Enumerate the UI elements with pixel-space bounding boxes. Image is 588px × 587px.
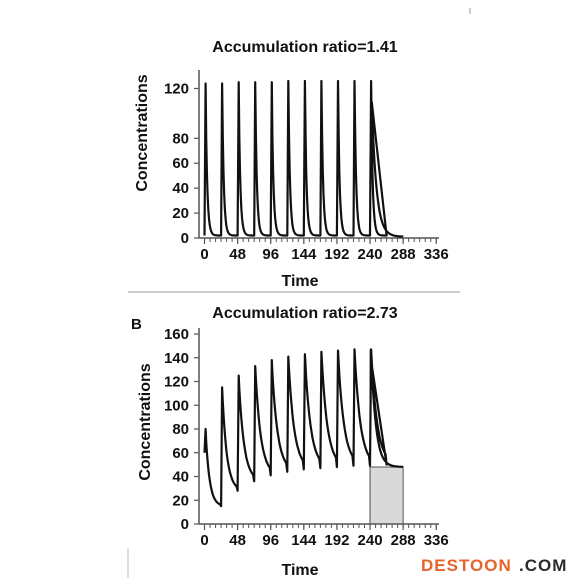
y-tick-label: 40 bbox=[172, 469, 189, 486]
y-tick-label: 80 bbox=[172, 421, 189, 438]
watermark: DESTOON .COM bbox=[421, 556, 567, 575]
dose-peak-point bbox=[337, 349, 339, 352]
x-tick-label: 336 bbox=[424, 246, 449, 263]
x-tick-label: 0 bbox=[200, 532, 208, 549]
dose-peak-point bbox=[353, 348, 356, 351]
dose-peak-point bbox=[320, 351, 323, 353]
y-tick-label: 60 bbox=[172, 445, 189, 462]
concentration-curve bbox=[203, 348, 404, 508]
dose-peak-point bbox=[270, 81, 273, 84]
y-tick-label: 0 bbox=[181, 230, 189, 247]
watermark-suffix: .COM bbox=[519, 556, 567, 575]
x-tick-label: 336 bbox=[424, 532, 449, 549]
y-tick-label: 0 bbox=[181, 516, 189, 533]
auc-shaded-region bbox=[369, 466, 404, 525]
x-tick-label: 48 bbox=[229, 532, 246, 549]
dose-peak-point bbox=[304, 353, 306, 355]
dose-peak-point bbox=[353, 80, 356, 82]
dose-peak-point bbox=[221, 386, 223, 389]
x-tick-label: 288 bbox=[391, 246, 416, 263]
x-tick-label: 48 bbox=[229, 246, 246, 263]
dose-peak-point bbox=[204, 428, 207, 430]
x-tick-label: 144 bbox=[291, 532, 317, 549]
chart-panel-a: Accumulation ratio=1.41 Concentrations T… bbox=[134, 39, 449, 290]
chart-title: Accumulation ratio=2.73 bbox=[212, 305, 397, 322]
dose-peak-point bbox=[254, 81, 257, 84]
plot-area: 0 48 96 144 192 240 288 336 0 20 40 60 80 120 bbox=[164, 70, 449, 263]
dose-peak-point bbox=[254, 365, 257, 367]
plot-area: 0 48 96 144 192 240 288 336 0 20 40 60 80 100 120 140 16… bbox=[164, 326, 449, 549]
x-axis-label: Time bbox=[281, 562, 318, 579]
y-tick-label: 20 bbox=[172, 205, 189, 222]
dose-peak-point bbox=[270, 359, 273, 361]
x-tick-label: 0 bbox=[200, 246, 208, 263]
x-tick-label: 240 bbox=[358, 246, 383, 263]
chart-title: Accumulation ratio=1.41 bbox=[212, 39, 397, 56]
dose-peak-point bbox=[204, 82, 207, 85]
dose-peak-point bbox=[237, 81, 240, 84]
y-tick-label: 120 bbox=[164, 80, 189, 97]
y-axis-label: Concentrations bbox=[137, 363, 154, 480]
y-tick-label: 80 bbox=[172, 130, 189, 147]
y-tick-label: 40 bbox=[172, 180, 189, 197]
x-tick-label: 240 bbox=[358, 532, 383, 549]
concentration-curve bbox=[203, 79, 404, 238]
x-axis-label: Time bbox=[281, 273, 318, 290]
dose-peak-point bbox=[287, 80, 290, 82]
x-tick-label: 144 bbox=[291, 246, 317, 263]
x-tick-label: 192 bbox=[324, 532, 349, 549]
y-tick-label: 60 bbox=[172, 155, 189, 172]
dose-peak-point bbox=[221, 82, 223, 85]
y-tick-label: 160 bbox=[164, 326, 189, 343]
x-tick-label: 288 bbox=[391, 532, 416, 549]
y-tick-label: 20 bbox=[172, 492, 189, 509]
dose-peak-point bbox=[370, 80, 372, 82]
x-tick-label: 96 bbox=[262, 532, 279, 549]
dose-peak-point bbox=[370, 348, 372, 351]
dose-peak-point bbox=[304, 80, 306, 82]
y-axis-label: Concentrations bbox=[134, 74, 151, 191]
y-tick-label: 100 bbox=[164, 397, 189, 414]
y-tick-label: 140 bbox=[164, 350, 189, 367]
dose-peak-point bbox=[337, 80, 339, 82]
panel-label: B bbox=[131, 316, 142, 333]
chart-panel-b: B Accumulation ratio=2.73 Concentrations… bbox=[131, 305, 449, 579]
dose-peak-point bbox=[237, 374, 240, 377]
y-tick-label: 120 bbox=[164, 374, 189, 391]
x-tick-label: 96 bbox=[262, 246, 279, 263]
watermark-brand: DESTOON bbox=[421, 556, 512, 575]
dose-peak-point bbox=[287, 355, 290, 358]
x-tick-label: 192 bbox=[324, 246, 349, 263]
dose-peak-point bbox=[320, 80, 323, 82]
